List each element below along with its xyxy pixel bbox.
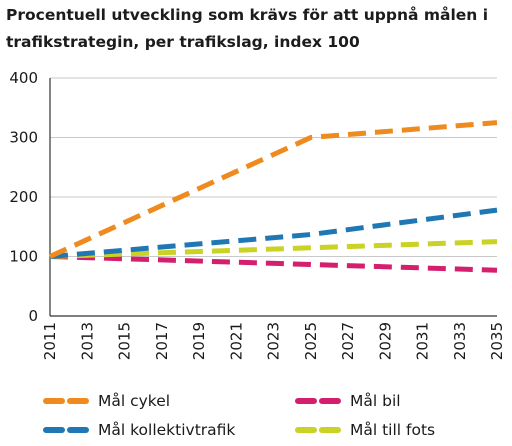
y-tick-label: 100 bbox=[9, 248, 38, 266]
x-tick-label: 2021 bbox=[227, 322, 245, 360]
legend-label: Mål bil bbox=[350, 392, 401, 410]
x-tick-label: 2033 bbox=[451, 322, 469, 360]
chart-title-line-1: Procentuell utveckling som krävs för att… bbox=[6, 6, 489, 24]
legend-label: Mål cykel bbox=[98, 392, 170, 410]
legend-label: Mål kollektivtrafik bbox=[98, 421, 235, 439]
x-tick-label: 2023 bbox=[265, 322, 283, 360]
y-tick-label: 300 bbox=[9, 129, 38, 147]
y-tick-label: 400 bbox=[9, 69, 38, 87]
x-tick-label: 2025 bbox=[302, 322, 320, 360]
y-tick-label: 200 bbox=[9, 188, 38, 206]
x-tick-label: 2027 bbox=[339, 322, 357, 360]
x-tick-label: 2035 bbox=[488, 322, 506, 360]
y-tick-label: 0 bbox=[28, 307, 38, 325]
x-tick-label: 2011 bbox=[41, 322, 59, 360]
x-tick-label: 2013 bbox=[78, 322, 96, 360]
x-tick-label: 2031 bbox=[414, 322, 432, 360]
x-tick-label: 2019 bbox=[190, 322, 208, 360]
x-tick-label: 2015 bbox=[116, 322, 134, 360]
series-line-2 bbox=[49, 207, 498, 259]
series-line-0 bbox=[48, 120, 498, 259]
chart-title: Procentuell utveckling som krävs för att… bbox=[6, 2, 506, 56]
series-line-3 bbox=[49, 239, 498, 259]
x-tick-label: 2029 bbox=[376, 322, 394, 360]
series-line-1 bbox=[49, 254, 498, 273]
chart-title-line-2: trafikstrategin, per trafikslag, index 1… bbox=[6, 33, 360, 51]
legend-label: Mål till fots bbox=[350, 421, 435, 439]
x-tick-label: 2017 bbox=[153, 322, 171, 360]
